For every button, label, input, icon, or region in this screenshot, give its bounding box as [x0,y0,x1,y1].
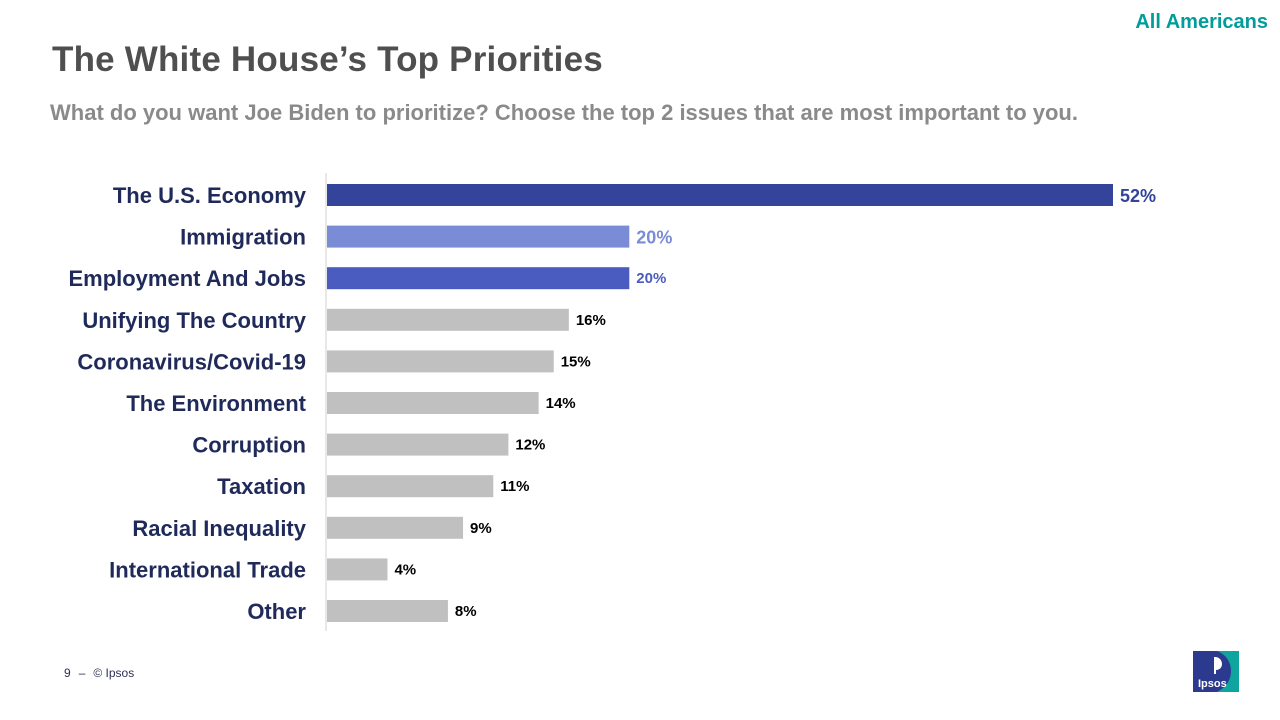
page-title: The White House’s Top Priorities [52,40,603,79]
segment-label: All Americans [1135,11,1268,33]
bar [327,600,448,622]
page-subtitle: What do you want Joe Biden to prioritize… [50,100,1078,125]
category-label: Employment And Jobs [68,266,306,291]
logo-accent [1217,651,1239,692]
category-label: Other [247,599,306,624]
bar [327,350,554,373]
bar [327,308,569,331]
category-label: The U.S. Economy [113,183,307,208]
category-label: Taxation [217,474,306,499]
footer: 9– © Ipsos [64,666,142,680]
page-number: 9 [64,666,71,680]
category-label: Racial Inequality [132,516,306,541]
bar [327,516,464,539]
data-label: 8% [455,603,477,620]
logo-mark [1214,657,1222,674]
data-label: 20% [636,228,672,248]
data-label: 4% [394,561,416,578]
data-label: 12% [515,437,545,454]
bar [327,433,509,456]
ipsos-logo: Ipsos [1193,651,1239,692]
category-label: The Environment [126,391,306,416]
category-label: Coronavirus/Covid-19 [77,349,306,374]
logo-text: Ipsos [1198,678,1227,690]
copyright: © Ipsos [93,666,135,680]
footer-separator: – [78,666,86,680]
data-label: 11% [500,478,529,495]
bar [327,475,494,498]
data-label: 52% [1120,186,1156,206]
data-label: 9% [470,520,492,537]
data-label: 14% [546,395,576,412]
bar [327,184,1113,206]
data-label: 16% [576,312,606,329]
bar [327,225,630,248]
category-label: Unifying The Country [82,308,306,333]
bar [327,392,539,414]
bar [327,558,388,581]
bar [327,267,630,290]
data-label: 20% [636,270,666,287]
data-label: 15% [561,353,591,370]
category-label: Corruption [192,433,306,458]
category-label: Immigration [180,225,306,250]
category-label: International Trade [109,557,306,582]
